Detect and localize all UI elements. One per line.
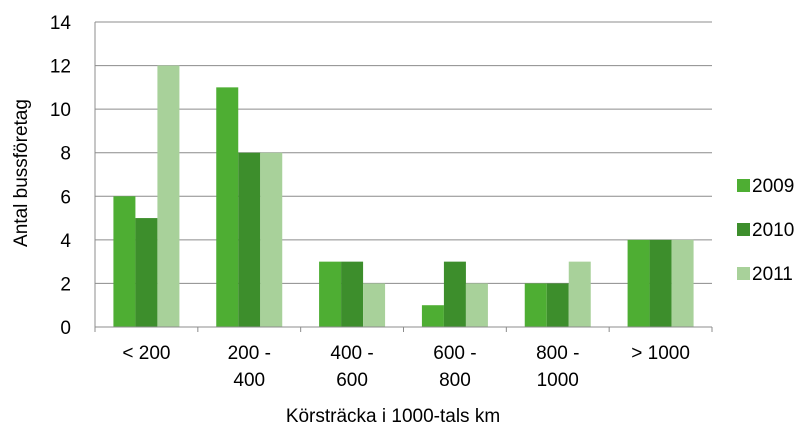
bar-2010-3 xyxy=(444,262,466,327)
bar-2009-0 xyxy=(113,196,135,327)
y-tick-label: 12 xyxy=(50,57,71,78)
legend-swatch xyxy=(737,267,750,280)
y-tick-labels: 0 2 4 6 8 10 12 14 xyxy=(50,13,72,339)
x-tick-label: 600 -800 xyxy=(433,343,476,391)
bar-2011-2 xyxy=(363,283,385,327)
bar-2009-5 xyxy=(628,240,650,327)
legend-swatch xyxy=(737,179,750,192)
x-tick-label: 800 -1000 xyxy=(536,343,579,391)
legend-label: 2010 xyxy=(752,220,794,241)
bar-2010-5 xyxy=(650,240,672,327)
bar-2009-1 xyxy=(216,87,238,327)
y-tick-label: 10 xyxy=(50,100,71,121)
y-tick-label: 4 xyxy=(60,231,71,252)
bar-2010-2 xyxy=(341,262,363,327)
bar-2011-4 xyxy=(569,262,591,327)
bar-2011-5 xyxy=(672,240,694,327)
x-tick-label: 200 -400 xyxy=(228,343,271,391)
legend-swatch xyxy=(737,223,750,236)
y-tick-label: 6 xyxy=(60,187,71,208)
bar-2009-4 xyxy=(525,283,547,327)
bar-2010-1 xyxy=(238,153,260,327)
bar-2009-2 xyxy=(319,262,341,327)
legend-label: 2009 xyxy=(752,176,794,197)
y-tick-label: 8 xyxy=(60,144,71,165)
bar-2009-3 xyxy=(422,305,444,327)
legend: 2009 2010 2011 xyxy=(737,176,794,285)
legend-label: 2011 xyxy=(752,264,793,285)
x-tick-label: < 200 xyxy=(122,343,170,364)
x-axis-title: Körsträcka i 1000-tals km xyxy=(286,406,500,427)
bar-2011-3 xyxy=(466,283,488,327)
bar-2011-1 xyxy=(260,153,282,327)
x-tick-labels: < 200 200 -400 400 -600 600 -800 800 -1000 > … xyxy=(122,343,690,391)
legend-item-2009: 2009 xyxy=(737,176,794,197)
bar-2010-4 xyxy=(547,283,569,327)
y-tick-label: 14 xyxy=(50,13,72,34)
y-tick-label: 2 xyxy=(60,274,71,295)
bar-2010-0 xyxy=(135,218,157,327)
grid-lines xyxy=(95,22,712,283)
legend-item-2011: 2011 xyxy=(737,264,793,285)
x-tick-label: 400 -600 xyxy=(330,343,373,391)
legend-item-2010: 2010 xyxy=(737,220,794,241)
y-tick-label: 0 xyxy=(60,318,71,339)
y-axis-title: Antal bussföretag xyxy=(11,99,32,247)
bar-2011-0 xyxy=(157,66,179,327)
axes xyxy=(95,22,712,332)
x-tick-label: > 1000 xyxy=(631,343,690,364)
